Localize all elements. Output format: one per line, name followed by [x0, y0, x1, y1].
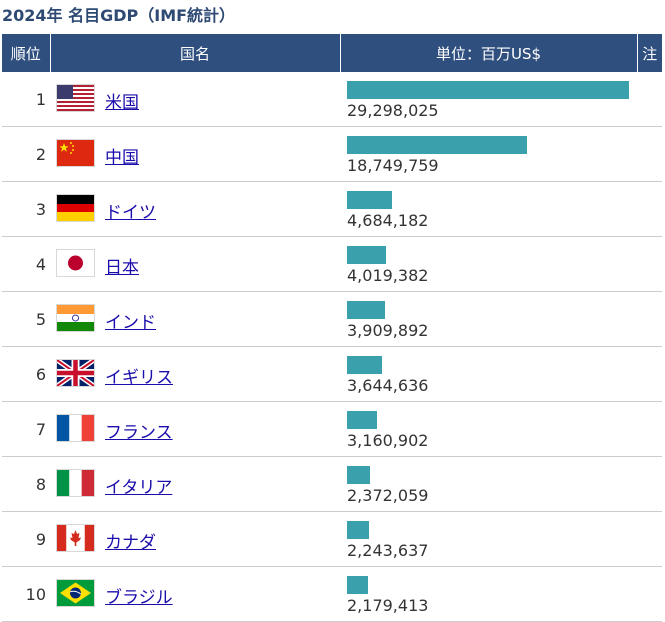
rank-cell: 1 — [2, 72, 50, 127]
note-cell — [637, 236, 662, 292]
gdp-bar — [347, 521, 369, 539]
value-cell: 3,909,892 — [340, 291, 637, 347]
country-link[interactable]: カナダ — [105, 533, 156, 553]
country-link[interactable]: 中国 — [105, 148, 139, 168]
china-flag-icon — [57, 140, 94, 166]
germany-flag-icon — [57, 195, 94, 221]
rank-cell: 8 — [2, 456, 50, 512]
gdp-bar — [347, 191, 392, 209]
gdp-value-label: 18,749,759 — [347, 156, 439, 175]
france-flag-icon — [57, 415, 94, 441]
value-cell: 2,179,413 — [340, 566, 637, 622]
value-cell: 4,019,382 — [340, 236, 637, 292]
gdp-value-label: 2,179,413 — [347, 596, 429, 615]
note-cell — [637, 346, 662, 402]
rank-cell: 2 — [2, 126, 50, 182]
table-row: 2 中国 18,749,759 — [2, 126, 662, 182]
brazil-flag-icon — [57, 580, 94, 606]
gdp-value-label: 3,160,902 — [347, 431, 429, 450]
header-row: 順位 国名 単位：百万US$ 注 — [2, 34, 662, 72]
rank-cell: 3 — [2, 181, 50, 237]
country-cell: 米国 — [50, 72, 340, 127]
gdp-bar — [347, 411, 377, 429]
gdp-bar — [347, 466, 370, 484]
table-row: 7 フランス 3,160,902 — [2, 401, 662, 457]
note-cell — [637, 126, 662, 182]
gdp-value-label: 4,019,382 — [347, 266, 429, 285]
note-cell — [637, 511, 662, 567]
country-cell: インド — [50, 291, 340, 347]
country-link[interactable]: イタリア — [105, 478, 173, 498]
uk-flag-icon — [57, 360, 94, 386]
italy-flag-icon — [57, 470, 94, 496]
note-cell — [637, 181, 662, 237]
country-cell: カナダ — [50, 511, 340, 567]
value-cell: 4,684,182 — [340, 181, 637, 237]
chart-title: 2024年 名目GDP（IMF統計） — [2, 6, 236, 25]
rank-cell: 9 — [2, 511, 50, 567]
country-link[interactable]: 日本 — [105, 258, 139, 278]
table-row: 8 イタリア 2,372,059 — [2, 456, 662, 512]
country-link[interactable]: フランス — [105, 423, 173, 443]
table-row: 5 インド 3,909,892 — [2, 291, 662, 347]
country-cell: 中国 — [50, 126, 340, 182]
gdp-value-label: 4,684,182 — [347, 211, 429, 230]
table-row: 6 イギリス 3,644,636 — [2, 346, 662, 402]
rank-column-header: 順位 — [2, 34, 51, 72]
country-cell: ブラジル — [50, 566, 340, 622]
country-link[interactable]: 米国 — [105, 93, 139, 113]
country-link[interactable]: ブラジル — [105, 588, 173, 608]
gdp-bar — [347, 576, 368, 594]
country-cell: ドイツ — [50, 181, 340, 237]
note-cell — [637, 566, 662, 622]
country-cell: フランス — [50, 401, 340, 457]
country-link[interactable]: ドイツ — [105, 203, 156, 223]
rank-cell: 7 — [2, 401, 50, 457]
country-link[interactable]: イギリス — [105, 368, 173, 388]
value-cell: 2,372,059 — [340, 456, 637, 512]
rank-cell: 5 — [2, 291, 50, 347]
table-row: 1 米国 29,298,025 — [2, 72, 662, 127]
note-cell — [637, 456, 662, 512]
gdp-value-label: 2,243,637 — [347, 541, 429, 560]
note-cell — [637, 401, 662, 457]
rank-cell: 4 — [2, 236, 50, 292]
gdp-bar — [347, 301, 385, 319]
note-cell — [637, 291, 662, 347]
country-cell: イギリス — [50, 346, 340, 402]
gdp-value-label: 3,644,636 — [347, 376, 429, 395]
rank-cell: 6 — [2, 346, 50, 402]
gdp-ranking-table: 順位 国名 単位：百万US$ 注 1 米国 29,298,025 2 中国 18,749,… — [2, 34, 662, 622]
japan-flag-icon — [57, 250, 94, 276]
canada-flag-icon — [57, 525, 94, 551]
country-cell: イタリア — [50, 456, 340, 512]
country-link[interactable]: インド — [105, 313, 156, 333]
table-row: 9 カナダ 2,243,637 — [2, 511, 662, 567]
gdp-bar — [347, 136, 527, 154]
note-cell — [637, 72, 662, 127]
note-column-header: 注 — [637, 34, 662, 72]
table-row: 3 ドイツ 4,684,182 — [2, 181, 662, 237]
value-cell: 18,749,759 — [340, 126, 637, 182]
gdp-value-label: 3,909,892 — [347, 321, 429, 340]
value-cell: 29,298,025 — [340, 72, 637, 127]
value-cell: 3,644,636 — [340, 346, 637, 402]
value-cell: 3,160,902 — [340, 401, 637, 457]
gdp-bar — [347, 246, 386, 264]
gdp-bar — [347, 356, 382, 374]
value-column-header: 単位：百万US$ — [340, 34, 638, 72]
table-row: 10 ブラジル 2,179,413 — [2, 566, 662, 622]
gdp-value-label: 29,298,025 — [347, 101, 439, 120]
gdp-value-label: 2,372,059 — [347, 486, 429, 505]
country-cell: 日本 — [50, 236, 340, 292]
india-flag-icon — [57, 305, 94, 331]
usa-flag-icon — [57, 85, 94, 111]
rank-cell: 10 — [2, 566, 50, 622]
value-cell: 2,243,637 — [340, 511, 637, 567]
table-row: 4 日本 4,019,382 — [2, 236, 662, 292]
gdp-bar — [347, 81, 629, 99]
country-column-header: 国名 — [50, 34, 341, 72]
